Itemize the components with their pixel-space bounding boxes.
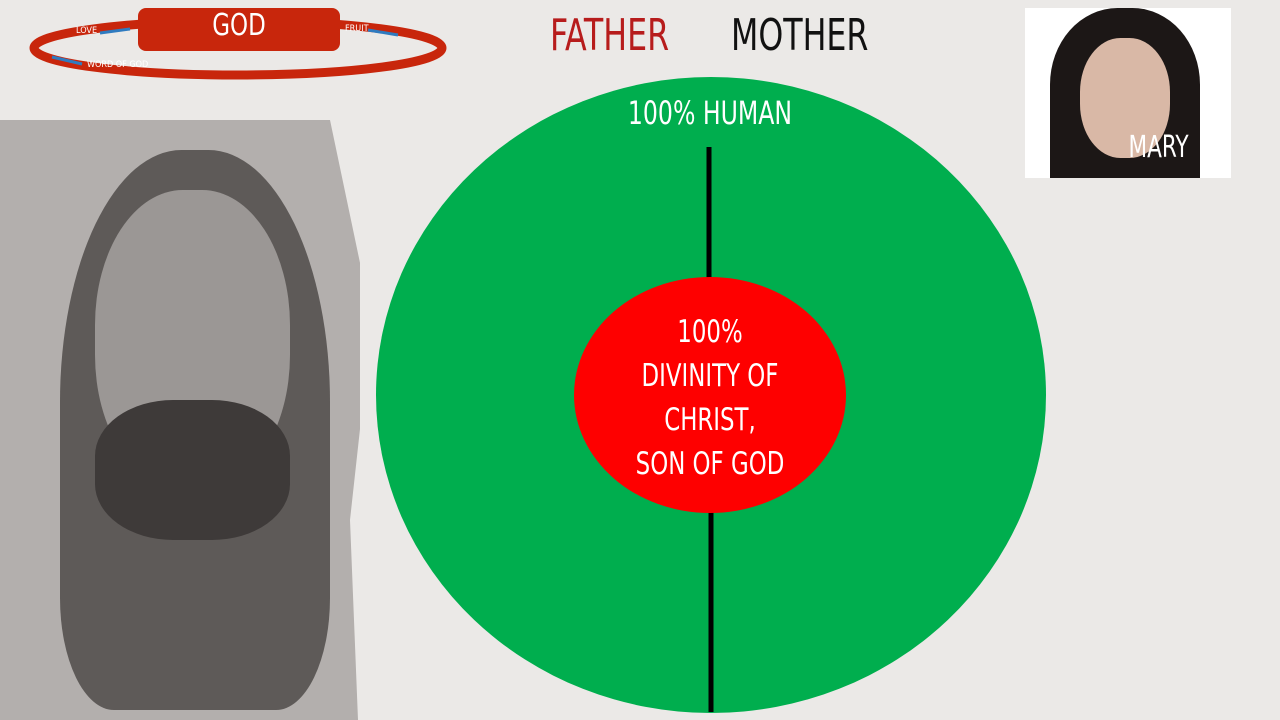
father-label: FATHER	[550, 10, 670, 61]
divinity-line: CHRIST,	[664, 402, 756, 438]
divinity-label: 100% DIVINITY OF CHRIST, SON OF GOD	[587, 310, 833, 486]
mother-label: MOTHER	[731, 10, 869, 61]
arrow-right-icon	[51, 55, 83, 66]
jesus-portrait-image	[0, 120, 360, 720]
arrow-left-icon	[367, 28, 399, 37]
mary-portrait-image: MARY	[1025, 8, 1231, 178]
god-box	[138, 8, 340, 51]
logo-god: GOD	[212, 8, 266, 43]
divinity-line: SON OF GOD	[635, 446, 785, 482]
mary-label: MARY	[1128, 130, 1189, 165]
logo-love: LOVE	[76, 26, 98, 36]
logo-fruit: FRUIT	[345, 24, 369, 34]
arrow-left-icon	[99, 27, 131, 35]
human-label: 100% HUMAN	[627, 94, 793, 132]
divinity-circle	[574, 277, 846, 513]
logo-word-of-god: WORD OF GOD	[87, 60, 149, 70]
divinity-line: 100%	[677, 314, 743, 350]
divinity-line: DIVINITY OF	[641, 358, 779, 394]
god-cycle-logo	[29, 8, 447, 80]
